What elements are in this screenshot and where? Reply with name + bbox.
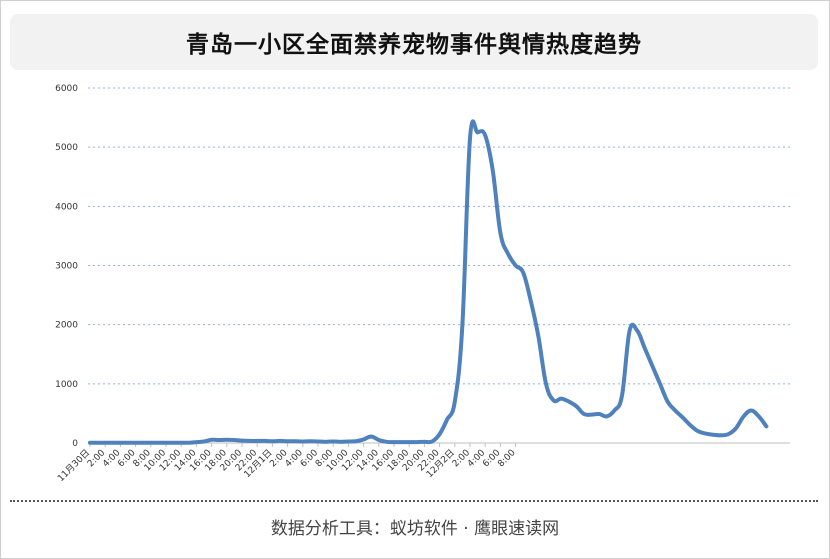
line-chart: 010002000300040005000600011月30日2:004:006… bbox=[55, 84, 790, 484]
y-tick-label: 2000 bbox=[55, 321, 78, 331]
x-tick-label: 11月30日 bbox=[55, 447, 92, 484]
x-tick-label: 8:00 bbox=[496, 448, 518, 470]
y-tick-label: 0 bbox=[72, 439, 78, 449]
footer-divider bbox=[10, 500, 818, 502]
y-tick-label: 4000 bbox=[55, 202, 78, 212]
title-bar: 青岛一小区全面禁养宠物事件舆情热度趋势 bbox=[10, 14, 818, 70]
y-tick-label: 5000 bbox=[55, 143, 78, 153]
series-line bbox=[88, 119, 769, 445]
y-tick-label: 6000 bbox=[55, 84, 78, 94]
footer-credit: 数据分析工具：蚁坊软件 · 鹰眼速读网 bbox=[270, 519, 560, 539]
y-tick-label: 3000 bbox=[55, 262, 78, 272]
y-tick-label: 1000 bbox=[55, 380, 78, 390]
chart-title: 青岛一小区全面禁养宠物事件舆情热度趋势 bbox=[186, 32, 642, 58]
